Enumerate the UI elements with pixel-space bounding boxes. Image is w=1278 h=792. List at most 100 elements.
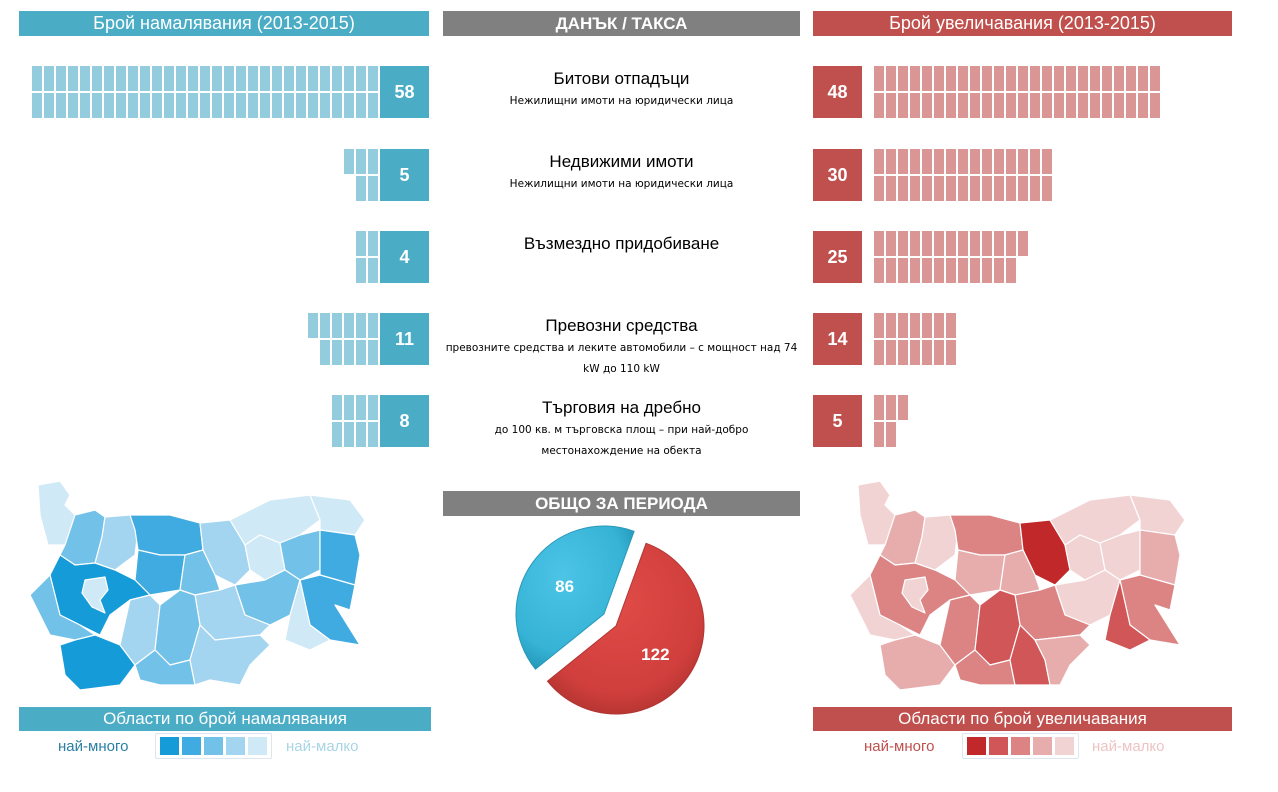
map-region[interactable] (901, 576, 929, 614)
increase-unit-block (994, 176, 1004, 201)
legend-swatch (160, 737, 179, 755)
increase-unit-block (1018, 149, 1028, 174)
increase-unit-block (1078, 93, 1088, 118)
increase-unit-block (1102, 66, 1112, 91)
decrease-unit-block (356, 395, 366, 420)
increase-unit-block (898, 149, 908, 174)
increase-unit-block (982, 149, 992, 174)
increase-unit-block (1018, 66, 1028, 91)
decrease-unit-block (212, 66, 222, 91)
map-region[interactable] (189, 624, 271, 686)
decrease-unit-block (332, 93, 342, 118)
increase-unit-block (874, 93, 884, 118)
increase-unit-block (970, 66, 980, 91)
tax-subtitle: превозните средства и леките автомобили … (445, 342, 798, 375)
increase-unit-block (910, 66, 920, 91)
increase-unit-block (970, 149, 980, 174)
decrease-unit-block (284, 66, 294, 91)
increase-unit-block (1006, 149, 1016, 174)
decrease-unit-block (212, 93, 222, 118)
legend-swatch (1055, 737, 1074, 755)
increase-unit-block (1102, 93, 1112, 118)
tax-subtitle: Нежилищни имоти на юридически лица (509, 178, 734, 190)
decrease-unit-block (356, 93, 366, 118)
map-region[interactable] (29, 574, 96, 641)
map-region[interactable] (949, 514, 1024, 556)
decrease-unit-block (236, 66, 246, 91)
decrease-unit-block (128, 66, 138, 91)
decrease-unit-block (308, 66, 318, 91)
map-decrease-header: Области по брой намалявания (19, 707, 431, 731)
increase-count: 25 (813, 231, 862, 283)
decrease-unit-block (248, 93, 258, 118)
decrease-unit-block (176, 66, 186, 91)
increase-unit-block (910, 149, 920, 174)
decrease-unit-block (104, 93, 114, 118)
increase-unit-block (886, 231, 896, 256)
increase-unit-block (1054, 93, 1064, 118)
decrease-unit-block (308, 93, 318, 118)
increase-unit-block (946, 93, 956, 118)
decrease-unit-block (260, 66, 270, 91)
increase-unit-block (1066, 66, 1076, 91)
increase-unit-block (934, 258, 944, 283)
increase-unit-block (922, 149, 932, 174)
increase-unit-block (910, 231, 920, 256)
decrease-header: Брой намалявания (2013-2015) (19, 11, 429, 36)
decrease-unit-block (224, 66, 234, 91)
legend-swatch (1033, 737, 1052, 755)
increase-unit-block (982, 176, 992, 201)
decrease-unit-block (92, 66, 102, 91)
increase-unit-block (1018, 93, 1028, 118)
increase-unit-block (1126, 66, 1136, 91)
increase-unit-block (1138, 66, 1148, 91)
increase-unit-block (1126, 93, 1136, 118)
increase-unit-block (922, 313, 932, 338)
decrease-unit-block (80, 66, 90, 91)
tax-subtitle: до 100 кв. м търговска площ – при най-до… (494, 424, 749, 457)
decrease-unit-block (188, 66, 198, 91)
map-region[interactable] (129, 514, 204, 556)
increase-unit-block (958, 176, 968, 201)
decrease-unit-block (164, 93, 174, 118)
tax-item-2: Възмездно придобиване (443, 232, 800, 256)
decrease-unit-block (92, 93, 102, 118)
decrease-unit-block (80, 93, 90, 118)
increase-unit-block (922, 176, 932, 201)
map-region[interactable] (284, 579, 331, 651)
map-region[interactable] (309, 494, 366, 536)
increase-unit-block (1138, 93, 1148, 118)
increase-unit-block (886, 176, 896, 201)
decrease-unit-block (356, 66, 366, 91)
decrease-unit-block (68, 66, 78, 91)
decrease-count: 5 (380, 149, 429, 201)
legend-swatch (226, 737, 245, 755)
map-region[interactable] (1104, 579, 1151, 651)
increase-unit-block (946, 66, 956, 91)
increase-unit-block (898, 340, 908, 365)
increase-unit-block (982, 231, 992, 256)
decrease-unit-block (320, 340, 330, 365)
increase-unit-block (946, 258, 956, 283)
decrease-unit-block (356, 231, 366, 256)
increase-unit-block (958, 258, 968, 283)
legend-least-label: най-малко (1092, 738, 1165, 755)
decrease-unit-block (368, 66, 378, 91)
decrease-unit-block (356, 149, 366, 174)
map-region[interactable] (81, 576, 109, 614)
decrease-unit-block (164, 66, 174, 91)
decrease-unit-block (356, 340, 366, 365)
increase-unit-block (898, 258, 908, 283)
map-region[interactable] (1129, 494, 1186, 536)
decrease-unit-block (296, 66, 306, 91)
increase-header: Брой увеличавания (2013-2015) (813, 11, 1232, 36)
increase-unit-block (1114, 93, 1124, 118)
map-region[interactable] (1034, 634, 1091, 686)
increase-unit-block (874, 395, 884, 420)
decrease-unit-block (140, 66, 150, 91)
tax-item-4: Търговия на дребно до 100 кв. м търговск… (473, 396, 770, 462)
decrease-unit-block (344, 93, 354, 118)
map-region[interactable] (849, 574, 916, 641)
legend-most-label: най-много (58, 738, 129, 755)
increase-unit-block (934, 66, 944, 91)
